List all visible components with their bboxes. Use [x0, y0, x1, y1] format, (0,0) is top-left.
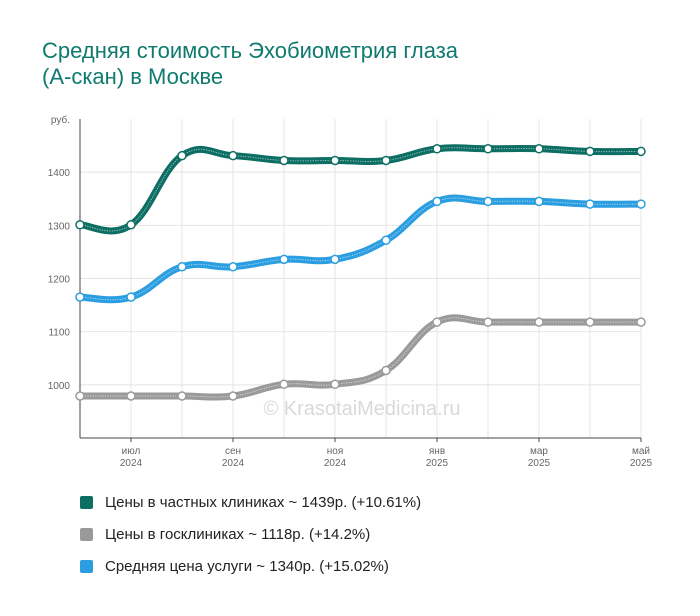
- x-tick-label-2024-11-month: ноя: [327, 446, 344, 457]
- data-point-private-2025-01: [432, 144, 442, 154]
- data-point-average-2024-07: [126, 292, 136, 302]
- data-point-public-2025-01: [432, 317, 442, 327]
- legend-item-public[interactable]: Цены в госклиниках ~ 1118р. (+14.2%): [80, 518, 421, 550]
- chart-title-line-1: Средняя стоимость Эхобиометрия глаза: [42, 38, 459, 63]
- x-tick-label-2024-11-year: 2024: [324, 458, 347, 469]
- watermark: © KrasotaiMedicina.ru: [263, 398, 460, 420]
- data-point-public-2024-07: [126, 391, 136, 401]
- data-point-public-2025-03: [534, 317, 544, 327]
- legend-item-average[interactable]: Средняя цена услуги ~ 1340р. (+15.02%): [80, 550, 421, 582]
- data-point-public-2024-08: [177, 391, 187, 401]
- data-point-average-2025-01: [432, 196, 442, 207]
- legend-swatch-private: [80, 495, 93, 509]
- data-point-private-2025-04: [585, 146, 595, 157]
- data-point-public-2024-12: [381, 365, 391, 376]
- data-point-private-2024-08: [177, 150, 187, 161]
- legend-label-public: Цены в госклиниках ~ 1118р. (+14.2%): [105, 525, 371, 543]
- data-point-average-2024-06: [75, 292, 85, 302]
- data-point-average-2024-09: [228, 262, 238, 272]
- data-point-average-2025-03: [534, 196, 544, 207]
- series-line-average: [76, 194, 645, 304]
- legend: Цены в частных клиниках ~ 1439р. (+10.61…: [80, 486, 421, 582]
- chart-title: Средняя стоимость Эхобиометрия глаза (А-…: [42, 38, 662, 90]
- data-point-private-2025-02: [483, 144, 493, 154]
- x-tick-label-2025-01-year: 2025: [426, 458, 449, 469]
- legend-label-private: Цены в частных клиниках ~ 1439р. (+10.61…: [105, 493, 422, 511]
- data-point-public-2024-09: [228, 391, 238, 401]
- series-line-private: [76, 144, 645, 235]
- data-point-average-2025-02: [483, 196, 493, 207]
- x-tick-label-2024-09-year: 2024: [222, 458, 245, 469]
- data-point-average-2025-04: [585, 199, 595, 209]
- data-point-public-2024-11: [330, 379, 340, 390]
- x-tick-label-2024-07-year: 2024: [120, 458, 143, 469]
- data-point-private-2024-10: [279, 155, 289, 166]
- y-unit-label: руб.: [51, 114, 70, 126]
- x-tick-label-2025-01-month: янв: [429, 446, 445, 457]
- legend-item-private[interactable]: Цены в частных клиниках ~ 1439р. (+10.61…: [80, 486, 421, 518]
- x-tick-label-2024-09-month: сен: [225, 446, 241, 457]
- data-point-private-2025-03: [534, 144, 544, 154]
- x-tick-label-2025-05-year: 2025: [630, 458, 653, 469]
- data-point-public-2025-02: [483, 317, 493, 327]
- data-point-public-2025-05: [636, 317, 646, 327]
- chart-title-line-2: (А-скан) в Москве: [42, 64, 224, 89]
- data-point-private-2024-06: [75, 220, 85, 230]
- y-tick-label-1400: 1400: [48, 168, 71, 179]
- x-tick-label-2025-03-month: мар: [530, 446, 548, 457]
- data-point-private-2025-05: [636, 146, 646, 157]
- data-point-public-2024-10: [279, 379, 289, 390]
- y-tick-label-1000: 1000: [48, 381, 71, 392]
- data-point-average-2024-08: [177, 262, 187, 272]
- data-point-public-2024-06: [75, 391, 85, 401]
- legend-swatch-public: [80, 527, 93, 541]
- y-tick-label-1200: 1200: [48, 275, 71, 286]
- data-point-average-2024-12: [381, 235, 391, 245]
- series-line-texture-average: [79, 197, 642, 301]
- y-tick-label-1300: 1300: [48, 221, 71, 232]
- y-tick-label-1100: 1100: [48, 328, 70, 339]
- data-point-private-2024-12: [381, 155, 391, 166]
- legend-label-average: Средняя цена услуги ~ 1340р. (+15.02%): [105, 557, 389, 575]
- price-line-chart: 10001100120013001400руб.июл2024сен2024но…: [48, 114, 653, 469]
- data-point-private-2024-07: [126, 220, 136, 230]
- data-point-public-2025-04: [585, 317, 595, 327]
- data-point-average-2024-11: [330, 254, 340, 265]
- data-point-private-2024-11: [330, 155, 340, 166]
- x-tick-label-2025-03-year: 2025: [528, 458, 551, 469]
- data-point-private-2024-09: [228, 150, 238, 161]
- legend-swatch-average: [80, 559, 93, 573]
- data-point-average-2025-05: [636, 199, 646, 209]
- data-point-average-2024-10: [279, 254, 289, 265]
- x-tick-label-2025-05-month: май: [632, 446, 650, 457]
- x-tick-label-2024-07-month: июл: [122, 446, 141, 457]
